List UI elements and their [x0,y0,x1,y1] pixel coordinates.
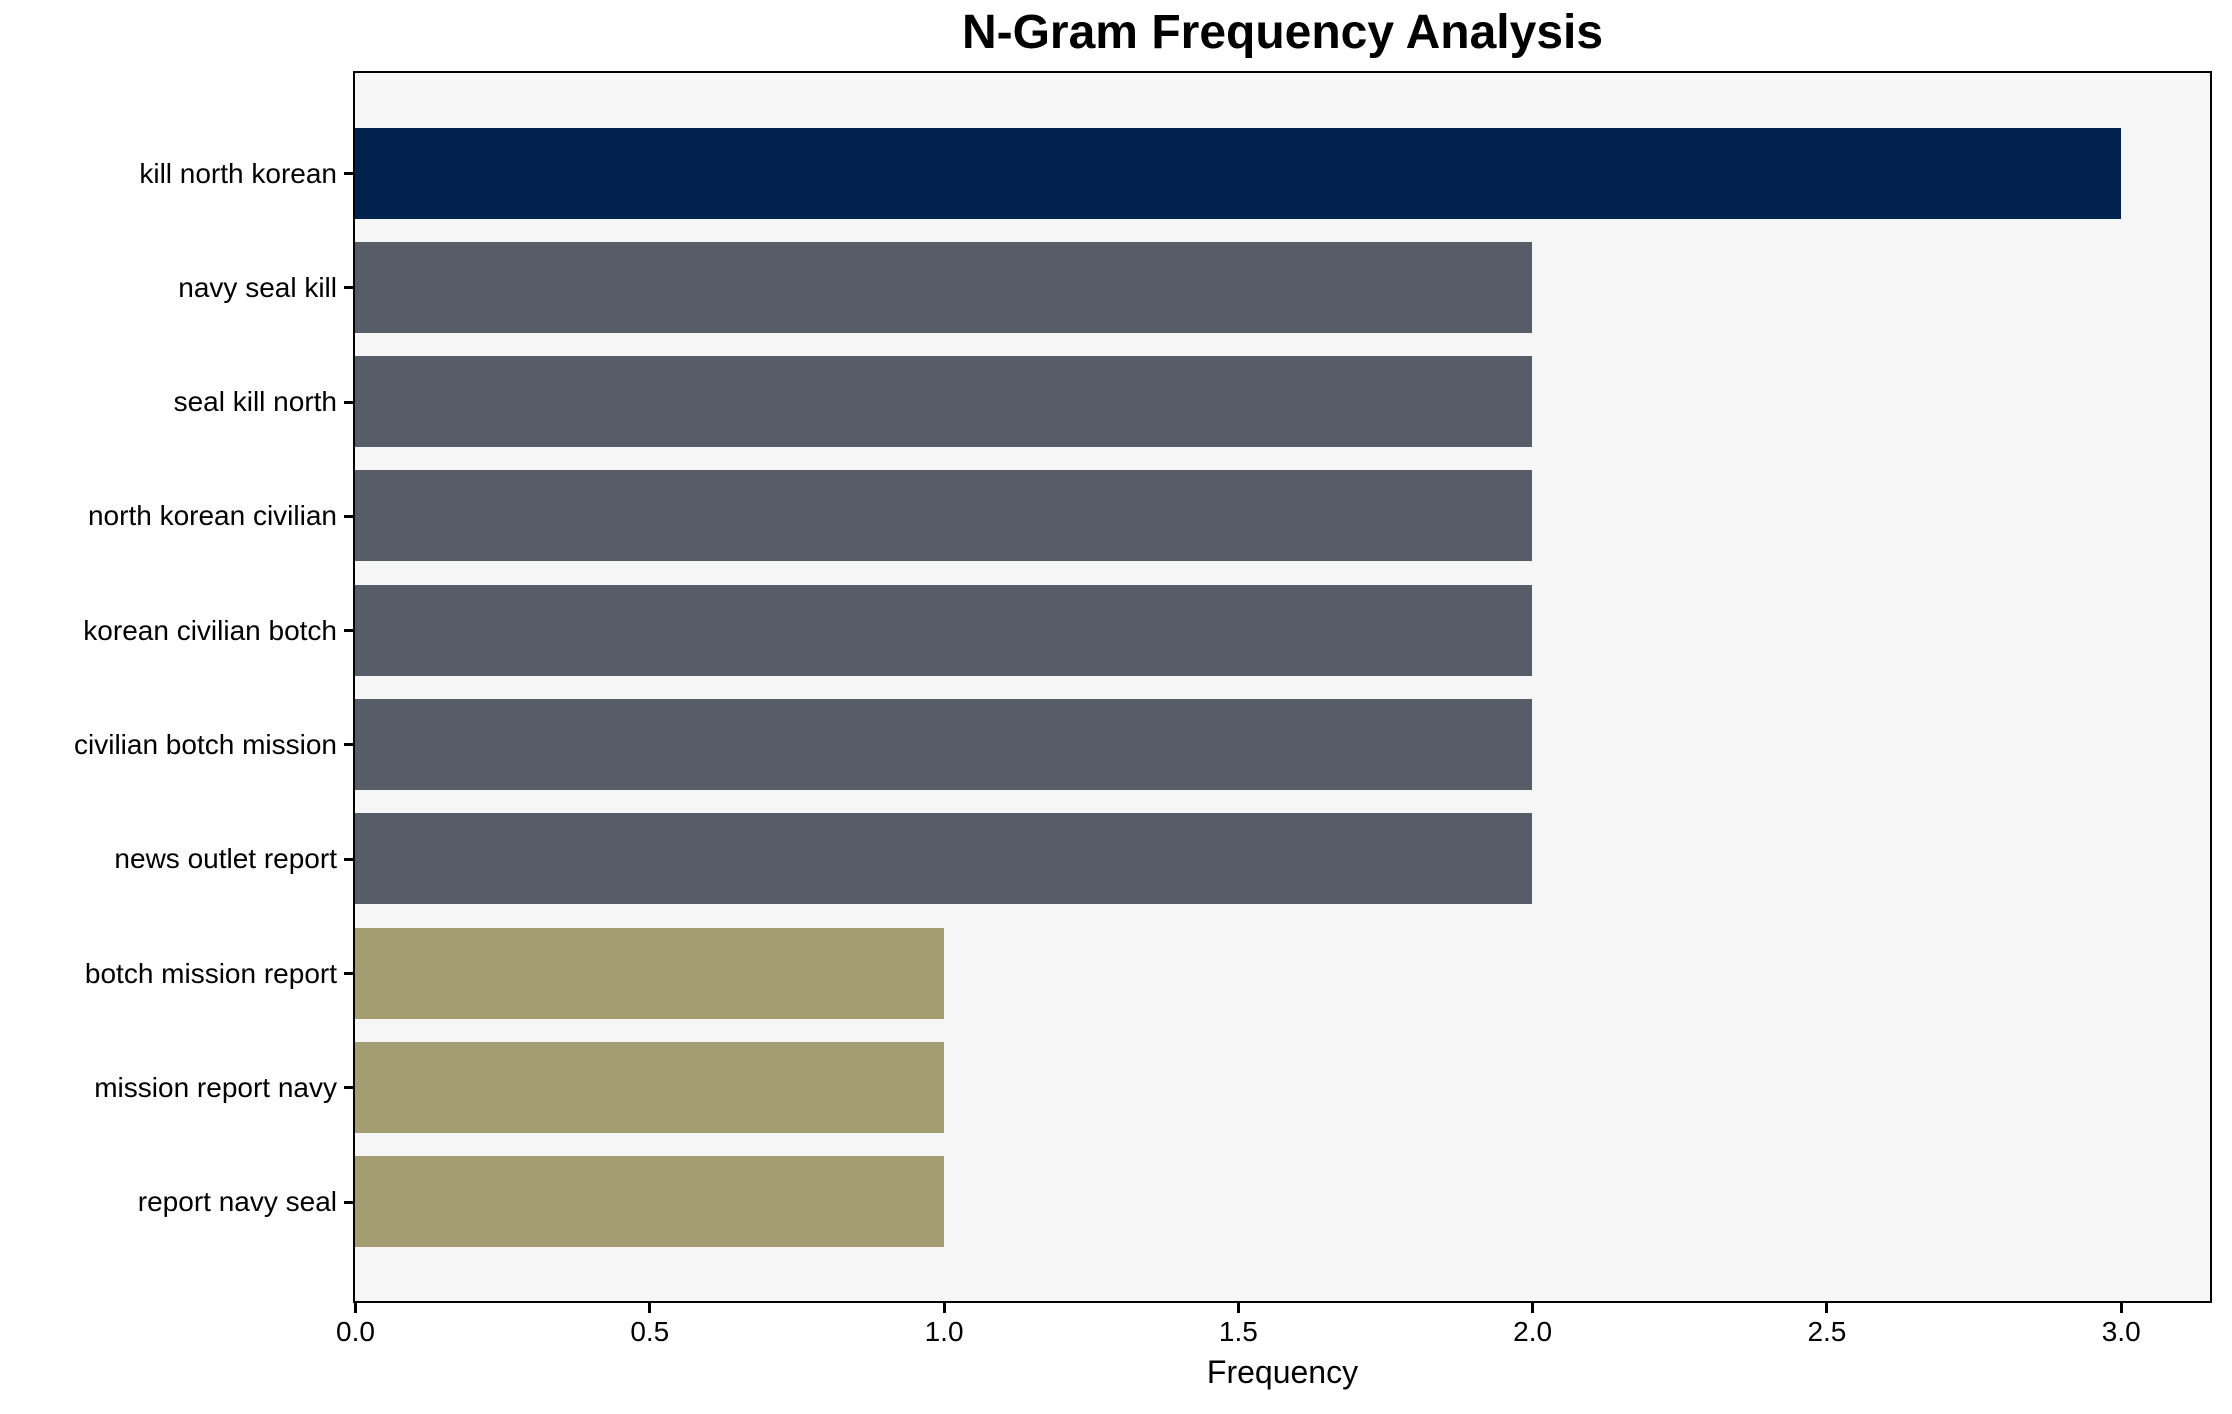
y-tick-label-north-korean-civilian: north korean civilian [87,500,337,532]
bar-korean-civilian-botch [355,584,1533,676]
x-axis-label: Frequency [1206,1354,1359,1390]
x-tick-mark [1531,1303,1535,1313]
x-tick-mark [648,1303,652,1313]
y-tick-mark [344,972,353,976]
bar-north-korean-civilian [355,470,1533,562]
x-tick-label: 3.0 [2101,1316,2141,1347]
bar-kill-north-korean [355,127,2121,219]
y-tick-mark [344,1200,353,1204]
y-tick-mark [344,172,353,175]
bar-mission-report-navy [355,1041,944,1133]
bar-civilian-botch-mission [355,698,1533,790]
x-tick-label: 1.5 [1218,1316,1258,1347]
x-tick-mark [1236,1303,1240,1313]
x-tick-mark [1825,1303,1829,1313]
y-tick-label-navy-seal-kill: navy seal kill [178,271,337,303]
y-tick-mark [344,743,353,747]
x-tick-label: 2.5 [1807,1316,1847,1347]
y-tick-label-kill-north-korean: kill north korean [139,157,337,189]
plot-area [353,71,2212,1303]
y-tick-label-news-outlet-report: news outlet report [114,843,337,875]
x-tick-mark [2119,1303,2123,1313]
y-tick-mark [344,514,353,518]
y-tick-mark [344,857,353,861]
y-tick-label-report-navy-seal: report navy seal [137,1186,337,1218]
x-tick-mark [354,1303,357,1313]
y-tick-label-korean-civilian-botch: korean civilian botch [83,614,337,646]
bar-report-navy-seal [355,1156,944,1248]
bar-news-outlet-report [355,813,1533,905]
x-tick-label: 0.5 [630,1316,670,1347]
y-tick-label-seal-kill-north: seal kill north [173,386,337,418]
y-tick-label-botch-mission-report: botch mission report [84,957,337,989]
bar-navy-seal-kill [355,241,1533,333]
x-tick-mark [942,1303,946,1313]
x-tick-label: 2.0 [1513,1316,1553,1347]
y-tick-mark [344,400,353,404]
y-tick-label-mission-report-navy: mission report navy [94,1071,337,1103]
y-tick-mark [344,286,353,290]
chart-title: N-Gram Frequency Analysis [961,6,1604,59]
y-tick-mark [344,1086,353,1090]
x-tick-label: 1.0 [924,1316,964,1347]
y-tick-label-civilian-botch-mission: civilian botch mission [74,728,337,760]
bar-botch-mission-report [355,927,944,1019]
y-tick-mark [344,629,353,633]
x-tick-label: 0.0 [336,1316,375,1347]
bar-seal-kill-north [355,356,1533,448]
